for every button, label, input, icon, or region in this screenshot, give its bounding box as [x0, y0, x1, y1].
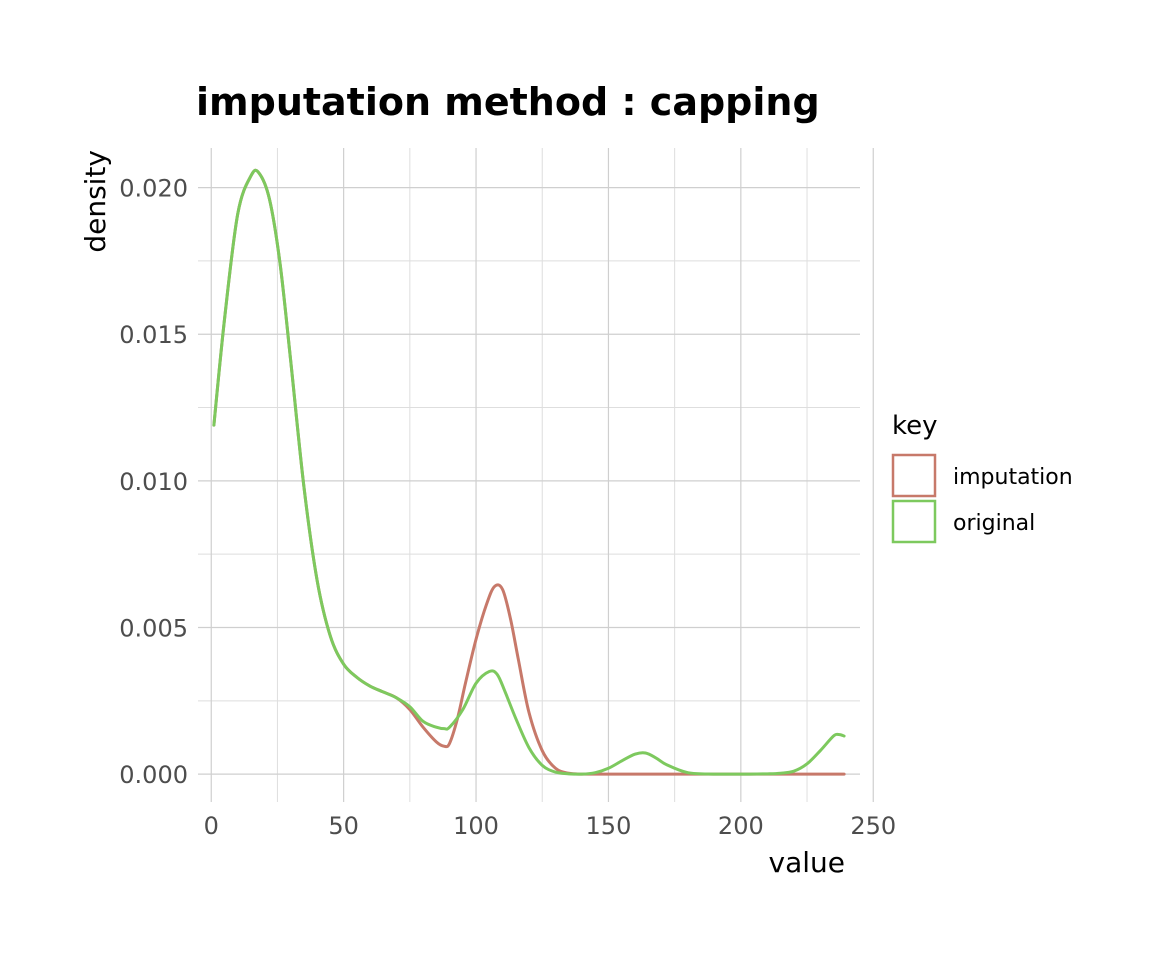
- legend-key-imputation: [891, 453, 937, 498]
- y-tick-label: 0.020: [119, 175, 188, 203]
- x-tick-label: 250: [850, 812, 896, 840]
- grid-lines: [198, 148, 874, 802]
- chart-title: imputation method : capping: [196, 80, 820, 124]
- x-tick-label: 50: [328, 812, 359, 840]
- y-tick-label: 0.000: [119, 761, 188, 789]
- x-axis-ticks: 0 50 100 150 200 250: [204, 812, 897, 840]
- x-tick-label: 100: [453, 812, 499, 840]
- y-tick-label: 0.005: [119, 615, 188, 643]
- legend-label-original: original: [953, 511, 1035, 536]
- y-axis-title: density: [79, 150, 112, 253]
- y-axis-ticks: 0.000 0.005 0.010 0.015 0.020: [119, 175, 188, 790]
- y-tick-label: 0.010: [119, 468, 188, 496]
- x-tick-label: 200: [718, 812, 764, 840]
- legend-key-original: [891, 499, 937, 544]
- legend-title: key: [892, 411, 938, 441]
- legend-items: imputation original: [891, 453, 1073, 544]
- x-tick-label: 150: [586, 812, 632, 840]
- x-tick-label: 0: [204, 812, 219, 840]
- series-line-original: [212, 168, 846, 776]
- x-axis-title: value: [769, 846, 845, 879]
- y-tick-label: 0.015: [119, 321, 188, 349]
- series-lines: [212, 168, 846, 776]
- legend-label-imputation: imputation: [953, 465, 1073, 490]
- legend: key imputation original: [891, 411, 1073, 544]
